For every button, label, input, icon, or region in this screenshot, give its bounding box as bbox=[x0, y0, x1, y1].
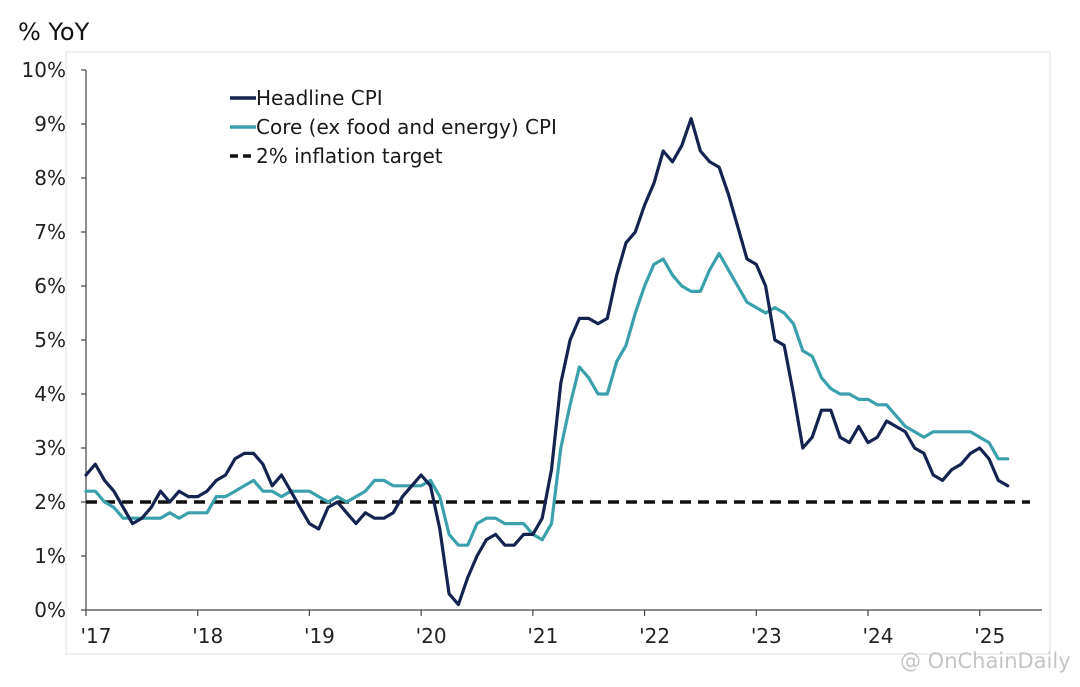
core-cpi-line bbox=[84, 252, 1010, 547]
x-tick-label: '23 bbox=[751, 624, 782, 648]
chart-title: % YoY bbox=[18, 18, 90, 46]
legend-label-core: Core (ex food and energy) CPI bbox=[256, 115, 557, 139]
watermark-text: @ OnChainDaily bbox=[900, 649, 1071, 673]
legend-label-headline: Headline CPI bbox=[256, 86, 383, 110]
y-tick-label: 5% bbox=[34, 328, 66, 352]
y-tick-label: 10% bbox=[22, 58, 66, 82]
y-tick-label: 6% bbox=[34, 274, 66, 298]
x-tick-label: '22 bbox=[639, 624, 670, 648]
x-tick-label: '21 bbox=[527, 624, 558, 648]
series-layer bbox=[84, 116, 1010, 607]
y-tick-label: 7% bbox=[34, 220, 66, 244]
legend-label-target: 2% inflation target bbox=[256, 144, 443, 168]
y-tick-label: 9% bbox=[34, 112, 66, 136]
y-tick-label: 0% bbox=[34, 598, 66, 622]
x-tick-label: '25 bbox=[974, 624, 1005, 648]
y-tick-label: 8% bbox=[34, 166, 66, 190]
y-tick-label: 2% bbox=[34, 490, 66, 514]
axes: 0% 1% 2% 3% 4% 5% 6% 7% 8% 9% 10% '17 '18 '19 '20 '21 '2… bbox=[22, 58, 1042, 648]
x-tick-label: '19 bbox=[304, 624, 335, 648]
y-tick-label: 1% bbox=[34, 544, 66, 568]
y-tick-label: 4% bbox=[34, 382, 66, 406]
x-tick-label: '20 bbox=[416, 624, 447, 648]
x-tick-label: '18 bbox=[192, 624, 223, 648]
x-tick-label: '17 bbox=[81, 624, 112, 648]
legend: Headline CPI Core (ex food and energy) CP… bbox=[230, 86, 557, 168]
x-tick-label: '24 bbox=[863, 624, 894, 648]
plot-frame bbox=[65, 51, 1051, 655]
y-tick-label: 3% bbox=[34, 436, 66, 460]
headline-cpi-line bbox=[84, 116, 1010, 607]
